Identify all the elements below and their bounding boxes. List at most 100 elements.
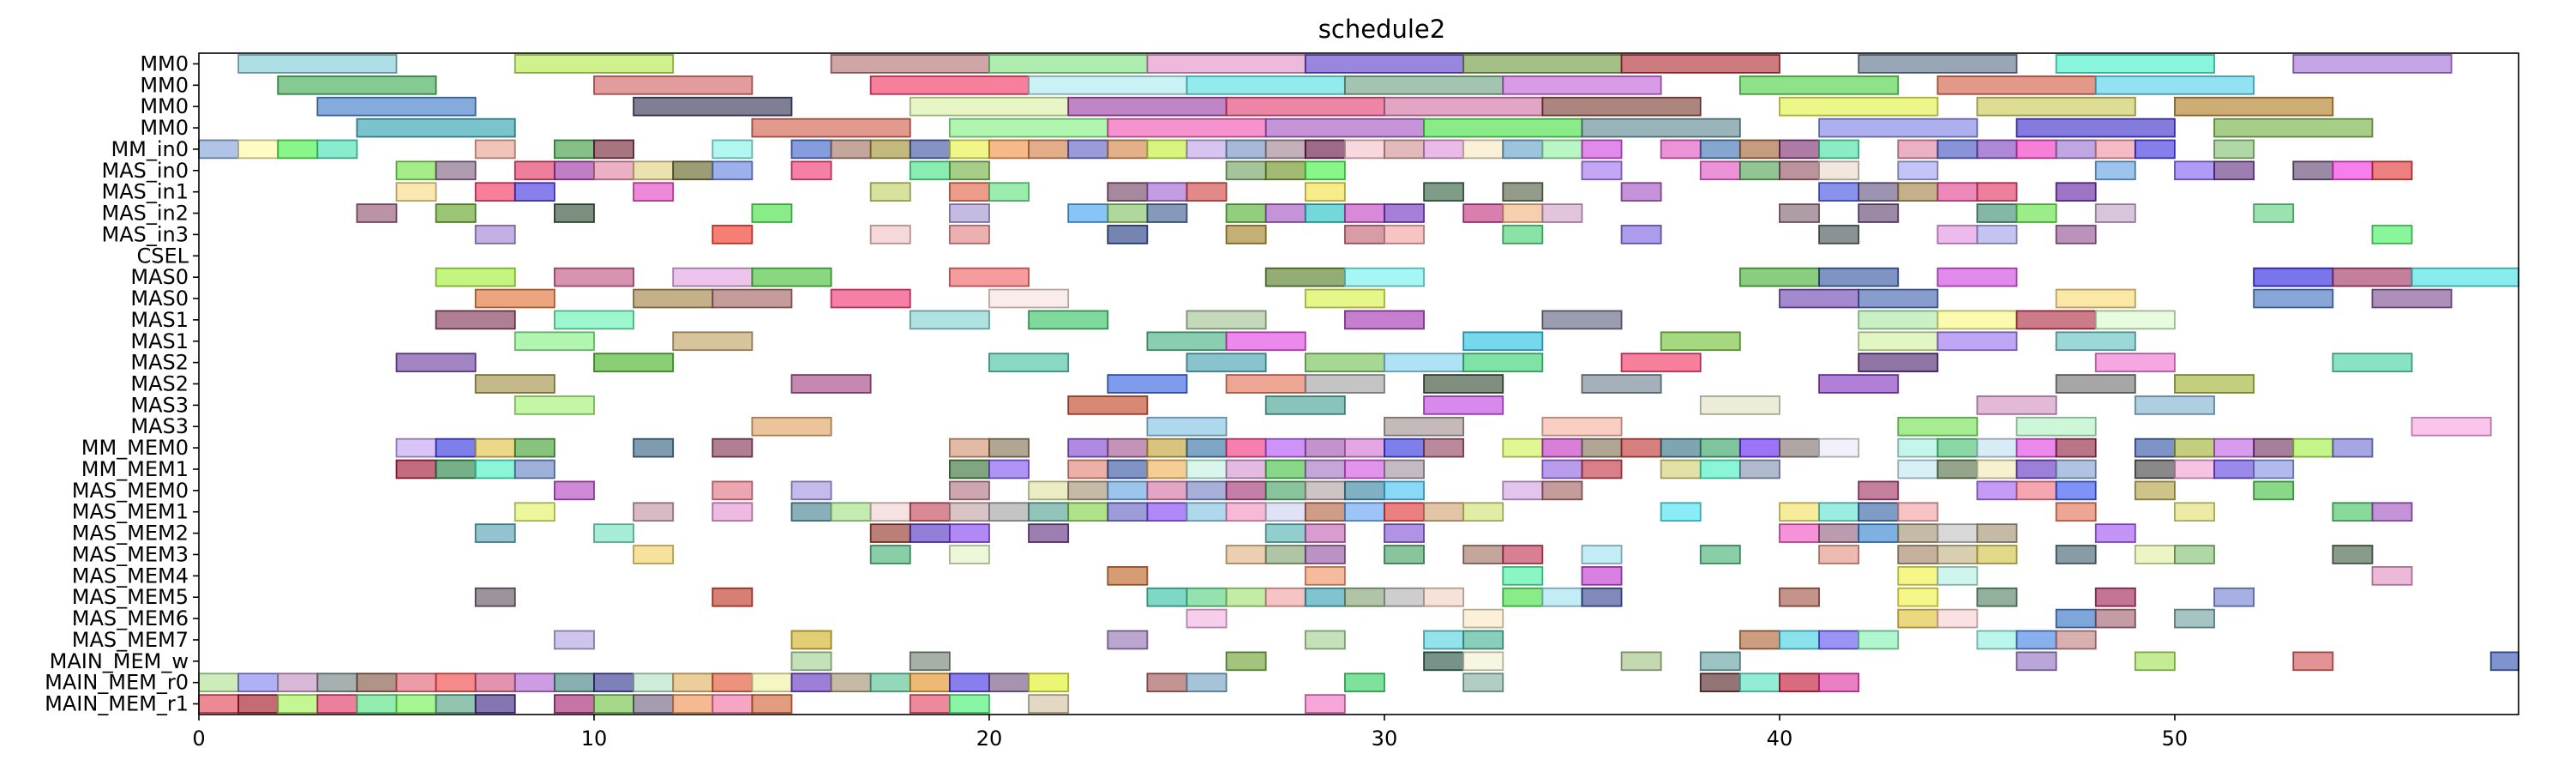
task-bar-347	[1186, 502, 1228, 522]
task-bar-257	[1225, 437, 1267, 458]
task-bar-2	[830, 54, 990, 74]
task-bar-243	[2015, 416, 2097, 437]
row-label-15: MAS2	[130, 372, 189, 396]
task-bar-393	[1937, 545, 1979, 564]
task-bar-479	[1343, 672, 1385, 693]
task-bar-387	[1462, 545, 1504, 564]
task-bar-181	[712, 288, 793, 309]
task-bar-194	[1186, 310, 1267, 330]
task-bar-453	[2292, 651, 2334, 672]
task-bar-9	[2055, 54, 2215, 74]
task-bar-138	[1264, 203, 1306, 223]
row-label-8: MAS_in3	[101, 222, 189, 246]
task-bar-59	[1186, 139, 1228, 160]
task-bar-449	[1620, 651, 1662, 672]
task-bar-456	[237, 672, 279, 693]
task-bar-199	[2015, 310, 2097, 330]
task-bar-438	[1779, 630, 1820, 650]
task-bar-62	[1304, 139, 1346, 160]
task-bar-295	[1304, 459, 1346, 479]
task-bar-15	[1186, 75, 1346, 95]
task-bar-418	[1581, 587, 1623, 607]
task-bar-357	[1818, 502, 1860, 522]
task-bar-17	[1502, 75, 1662, 95]
task-bar-261	[1384, 437, 1425, 458]
task-bar-65	[1423, 139, 1465, 160]
task-bar-286	[513, 459, 555, 479]
task-bar-25	[1225, 96, 1385, 117]
task-bar-242	[1897, 416, 1979, 437]
task-bar-317	[1067, 480, 1109, 501]
task-bar-163	[1976, 225, 2018, 244]
task-bar-330	[2015, 480, 2057, 501]
task-bar-313	[712, 480, 754, 501]
task-bar-358	[1858, 502, 1900, 522]
task-bar-99	[1738, 160, 1780, 181]
task-bar-61	[1264, 139, 1306, 160]
task-bar-359	[1897, 502, 1939, 522]
task-bar-132	[751, 203, 793, 223]
task-bar-104	[2174, 160, 2215, 181]
task-bar-217	[1620, 353, 1702, 372]
task-bar-179	[474, 288, 555, 309]
task-bar-21	[316, 96, 477, 117]
chart-title: schedule2	[1318, 15, 1445, 44]
task-bar-238	[751, 416, 832, 437]
task-bar-379	[2094, 523, 2136, 543]
task-bar-302	[1738, 459, 1780, 479]
task-bar-158	[1384, 225, 1425, 244]
task-bar-223	[1107, 374, 1188, 394]
task-bar-93	[948, 160, 990, 181]
task-bar-299	[1581, 459, 1623, 479]
task-bar-350	[1304, 502, 1346, 522]
task-bar-129	[356, 203, 398, 223]
task-bar-365	[593, 523, 634, 543]
task-bar-416	[1502, 587, 1544, 607]
task-bar-458	[316, 672, 358, 693]
task-bar-189	[2371, 288, 2453, 309]
task-bar-43	[277, 139, 319, 160]
plot-frame	[198, 52, 2519, 715]
task-bar-22	[633, 96, 793, 117]
task-bar-285	[474, 459, 516, 479]
task-bar-118	[1186, 182, 1228, 202]
task-bar-51	[869, 139, 911, 160]
row-label-13: MAS1	[130, 329, 189, 353]
task-bar-457	[277, 672, 319, 693]
task-bar-198	[1937, 310, 2018, 330]
task-bar-39	[2015, 118, 2176, 138]
task-bar-206	[1660, 331, 1741, 352]
row-label-20: MAS_MEM0	[72, 479, 189, 503]
task-bar-465	[593, 672, 634, 693]
task-bar-361	[2174, 502, 2215, 522]
task-bar-396	[2134, 545, 2176, 564]
task-bar-224	[1225, 374, 1306, 394]
task-bar-24	[1067, 96, 1228, 117]
task-bar-161	[1818, 225, 1860, 244]
task-bar-487	[277, 694, 319, 714]
task-bar-461	[435, 672, 477, 693]
task-bar-201	[513, 331, 595, 352]
task-bar-98	[1699, 160, 1741, 181]
task-bar-264	[1541, 437, 1583, 458]
task-bar-230	[2174, 374, 2255, 394]
task-bar-276	[2055, 437, 2097, 458]
x-axis-ticks: 0 10 20 30 40 50	[192, 715, 2188, 751]
task-bar-392	[1897, 545, 1939, 564]
task-bar-362	[2332, 502, 2374, 522]
task-bar-101	[1818, 160, 1860, 181]
task-bar-306	[2015, 459, 2057, 479]
task-bar-405	[2371, 566, 2413, 586]
task-bar-445	[909, 651, 951, 672]
task-bar-149	[2094, 203, 2136, 223]
x-tick-label-3: 30	[1372, 727, 1398, 751]
task-bar-140	[1343, 203, 1385, 223]
task-bar-464	[553, 672, 595, 693]
task-bar-45	[474, 139, 516, 160]
task-bar-23	[909, 96, 1070, 117]
task-bar-153	[869, 225, 911, 244]
task-bar-137	[1225, 203, 1267, 223]
task-bar-284	[435, 459, 477, 479]
task-bar-292	[1186, 459, 1228, 479]
task-bar-233	[1264, 395, 1346, 415]
